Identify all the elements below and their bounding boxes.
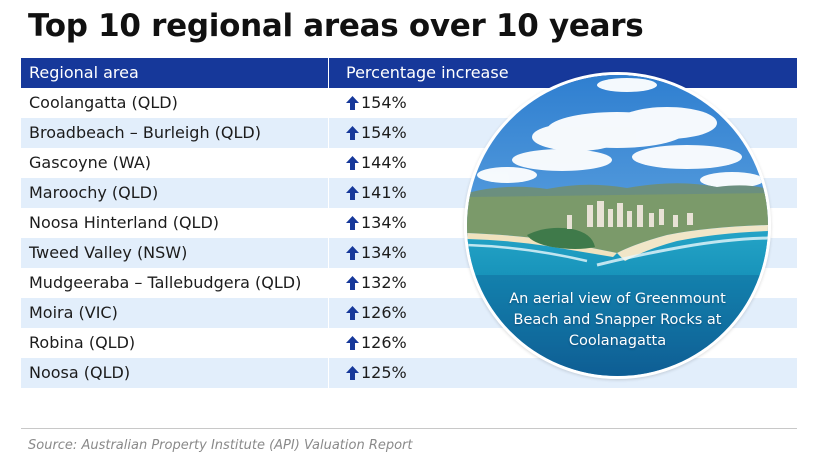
- area-cell: Broadbeach – Burleigh (QLD): [21, 118, 329, 148]
- column-header-increase: Percentage increase: [346, 63, 509, 82]
- increase-value: 154%: [361, 93, 407, 112]
- increase-cell: 125%: [329, 358, 407, 388]
- up-arrow-icon: [346, 216, 359, 230]
- up-arrow-icon: [346, 246, 359, 260]
- table-row: Mudgeeraba – Tallebudgera (QLD) 132%: [21, 268, 797, 298]
- table-row: Robina (QLD) 126%: [21, 328, 797, 358]
- increase-cell: 141%: [329, 178, 407, 208]
- area-cell: Noosa Hinterland (QLD): [21, 208, 329, 238]
- increase-cell: 144%: [329, 148, 407, 178]
- area-cell: Tweed Valley (NSW): [21, 238, 329, 268]
- table-row: Noosa Hinterland (QLD) 134%: [21, 208, 797, 238]
- increase-cell: 126%: [329, 328, 407, 358]
- area-cell: Gascoyne (WA): [21, 148, 329, 178]
- increase-value: 134%: [361, 213, 407, 232]
- area-cell: Noosa (QLD): [21, 358, 329, 388]
- up-arrow-icon: [346, 336, 359, 350]
- increase-value: 141%: [361, 183, 407, 202]
- area-cell: Coolangatta (QLD): [21, 88, 329, 118]
- increase-cell: 154%: [329, 118, 407, 148]
- up-arrow-icon: [346, 186, 359, 200]
- source-note: Source: Australian Property Institute (A…: [28, 438, 413, 453]
- increase-value: 126%: [361, 303, 407, 322]
- table-row: Gascoyne (WA) 144%: [21, 148, 797, 178]
- photo-caption-line: An aerial view of Greenmount: [509, 291, 726, 307]
- aerial-photo: An aerial view of Greenmount Beach and S…: [464, 72, 771, 379]
- increase-value: 126%: [361, 333, 407, 352]
- increase-cell: 134%: [329, 208, 407, 238]
- photo-caption: An aerial view of Greenmount Beach and S…: [467, 289, 768, 352]
- column-header-area: Regional area: [21, 58, 329, 88]
- increase-value: 132%: [361, 273, 407, 292]
- increase-cell: 134%: [329, 238, 407, 268]
- up-arrow-icon: [346, 126, 359, 140]
- table-header: Regional area Percentage increase: [21, 58, 797, 88]
- up-arrow-icon: [346, 306, 359, 320]
- up-arrow-icon: [346, 96, 359, 110]
- up-arrow-icon: [346, 156, 359, 170]
- increase-value: 125%: [361, 363, 407, 382]
- area-cell: Mudgeeraba – Tallebudgera (QLD): [21, 268, 329, 298]
- up-arrow-icon: [346, 276, 359, 290]
- increase-cell: 154%: [329, 88, 407, 118]
- area-cell: Robina (QLD): [21, 328, 329, 358]
- increase-value: 154%: [361, 123, 407, 142]
- increase-cell: 126%: [329, 298, 407, 328]
- footer-divider: [21, 428, 797, 429]
- photo-caption-line: Coolanagatta: [568, 333, 667, 349]
- up-arrow-icon: [346, 366, 359, 380]
- increase-value: 134%: [361, 243, 407, 262]
- increase-cell: 132%: [329, 268, 407, 298]
- increase-value: 144%: [361, 153, 407, 172]
- table-row: Coolangatta (QLD) 154%: [21, 88, 797, 118]
- area-cell: Maroochy (QLD): [21, 178, 329, 208]
- aerial-photo-illustration: [467, 75, 768, 376]
- chart-title: Top 10 regional areas over 10 years: [28, 8, 644, 44]
- photo-caption-line: Beach and Snapper Rocks at: [513, 312, 722, 328]
- area-cell: Moira (VIC): [21, 298, 329, 328]
